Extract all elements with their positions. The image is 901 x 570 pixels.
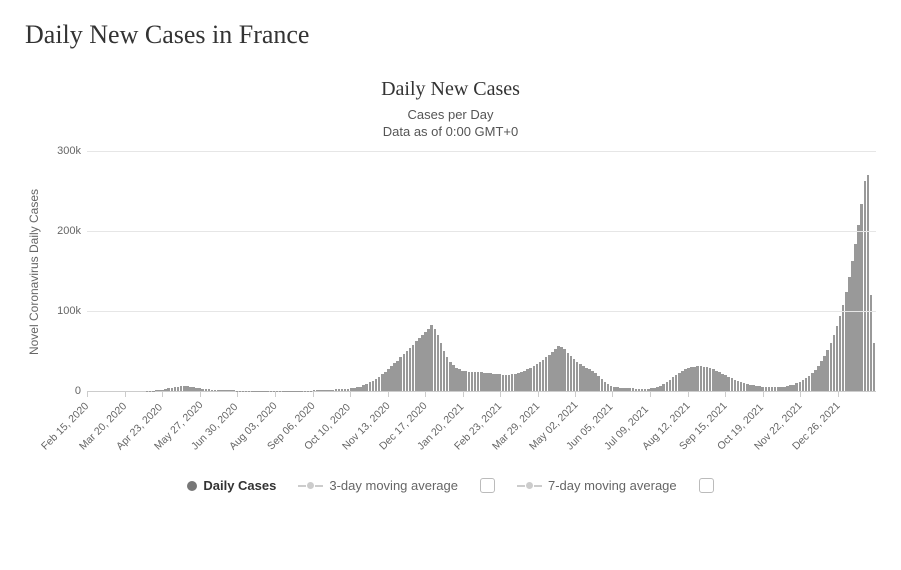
circle-icon <box>187 481 197 491</box>
x-tick-mark <box>275 392 276 397</box>
line-marker-icon <box>298 482 323 489</box>
y-tick-label: 200k <box>57 225 81 237</box>
x-tick-mark <box>763 392 764 397</box>
legend-item-ma7[interactable]: 7-day moving average <box>517 478 677 493</box>
x-tick-mark <box>425 392 426 397</box>
legend-checkbox-ma3[interactable] <box>480 478 495 493</box>
legend-label: 3-day moving average <box>329 478 458 493</box>
x-tick-mark <box>463 392 464 397</box>
x-tick-mark <box>313 392 314 397</box>
plot-area[interactable] <box>87 151 876 392</box>
legend-item-daily[interactable]: Daily Cases <box>187 478 276 493</box>
daily-cases-chart: Daily New Cases Cases per Day Data as of… <box>25 78 876 493</box>
x-tick-mark <box>350 392 351 397</box>
x-tick-mark <box>725 392 726 397</box>
y-axis-label: Novel Coronavirus Daily Cases <box>25 151 43 392</box>
x-tick-mark <box>800 392 801 397</box>
chart-subtitle-1: Cases per Day <box>25 107 876 122</box>
x-tick-mark <box>838 392 839 397</box>
line-marker-icon <box>517 482 542 489</box>
gridline <box>87 151 876 152</box>
bar <box>873 343 876 391</box>
legend-item-ma3[interactable]: 3-day moving average <box>298 478 458 493</box>
x-tick-mark <box>125 392 126 397</box>
y-tick-label: 0 <box>75 385 81 397</box>
legend-checkbox-ma7[interactable] <box>699 478 714 493</box>
x-tick-mark <box>612 392 613 397</box>
x-tick-mark <box>200 392 201 397</box>
chart-title: Daily New Cases <box>25 78 876 101</box>
y-axis: 0100k200k300k <box>43 151 87 392</box>
x-tick-mark <box>162 392 163 397</box>
x-tick-mark <box>500 392 501 397</box>
x-tick-mark <box>87 392 88 397</box>
gridline <box>87 231 876 232</box>
gridline <box>87 311 876 312</box>
bar-series <box>87 151 876 391</box>
x-tick-mark <box>650 392 651 397</box>
y-tick-label: 300k <box>57 145 81 157</box>
legend-label: 7-day moving average <box>548 478 677 493</box>
x-tick-mark <box>237 392 238 397</box>
legend-label: Daily Cases <box>203 478 276 493</box>
y-tick-label: 100k <box>57 305 81 317</box>
page-title: Daily New Cases in France <box>25 20 876 50</box>
x-tick-mark <box>538 392 539 397</box>
x-tick-mark <box>388 392 389 397</box>
x-axis: Feb 15, 2020Mar 20, 2020Apr 23, 2020May … <box>87 392 876 474</box>
chart-legend: Daily Cases 3-day moving average 7-day mov… <box>25 478 876 493</box>
x-tick-mark <box>688 392 689 397</box>
x-tick-mark <box>575 392 576 397</box>
chart-subtitle-2: Data as of 0:00 GMT+0 <box>25 124 876 139</box>
